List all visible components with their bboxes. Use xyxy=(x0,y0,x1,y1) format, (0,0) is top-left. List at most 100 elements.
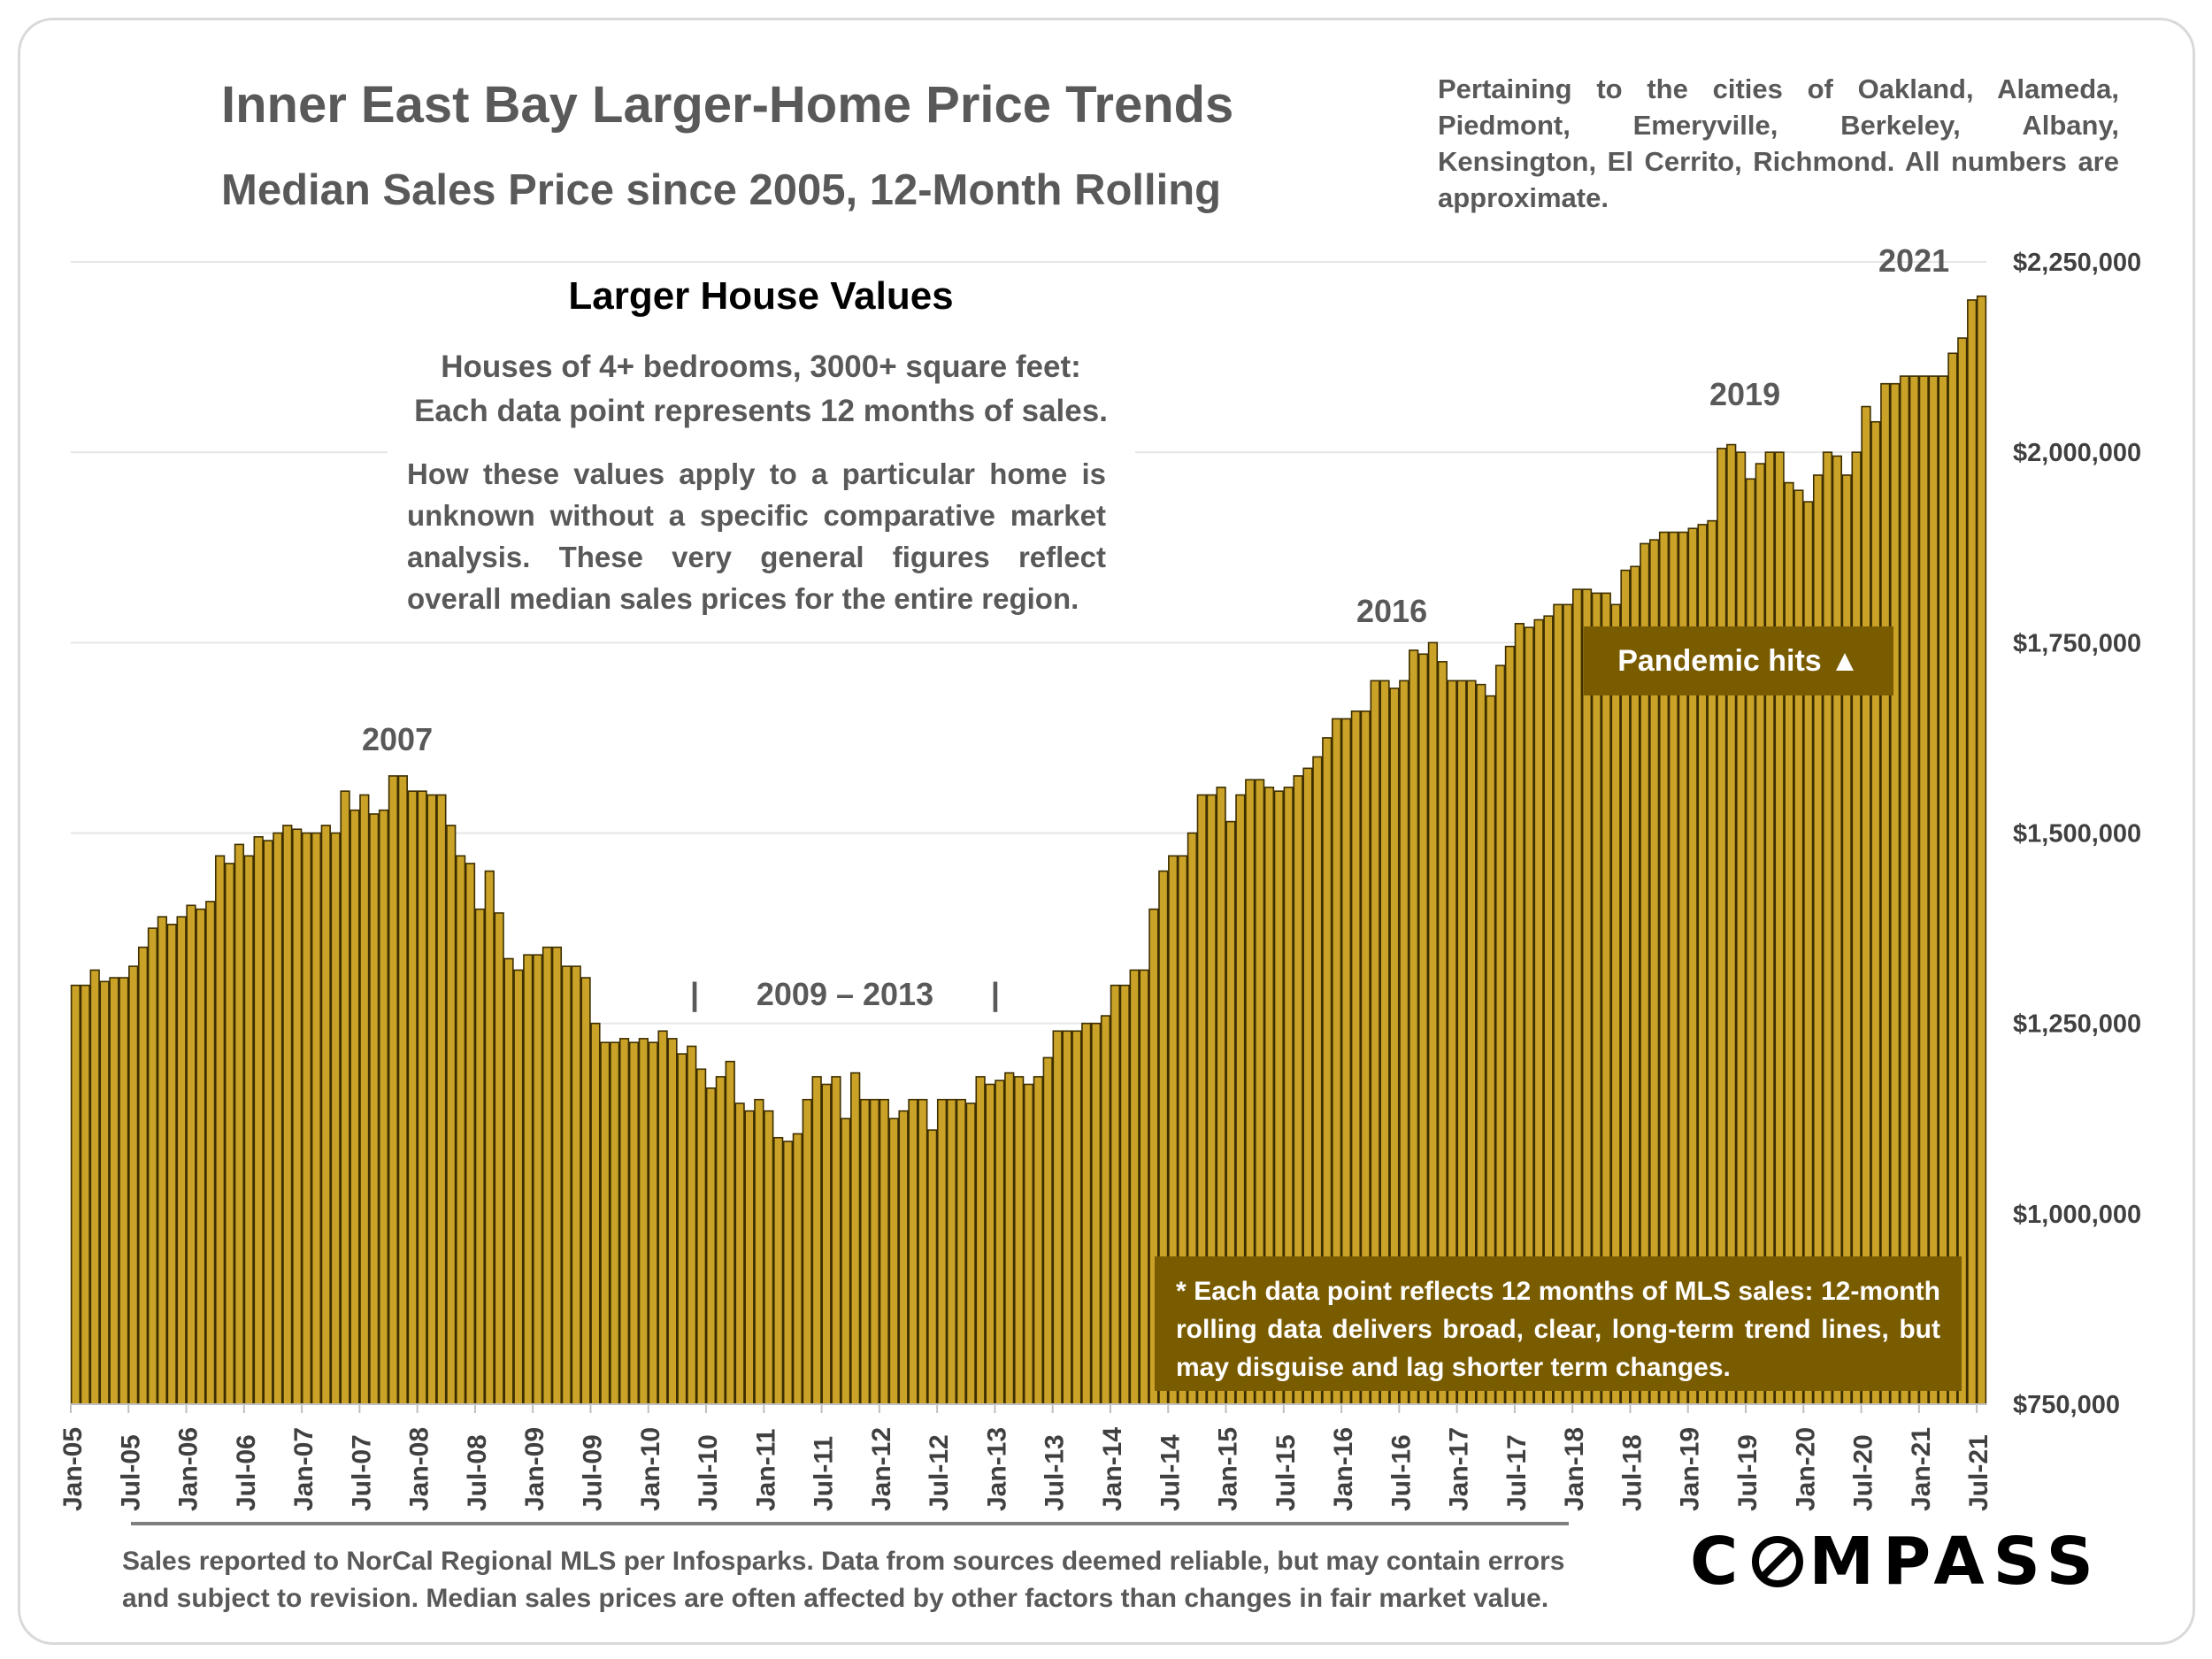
x-tick-label: Jan-20 xyxy=(1791,1427,1820,1511)
x-tick-label: Jan-14 xyxy=(1098,1427,1127,1511)
bar xyxy=(243,855,254,1405)
bar xyxy=(657,1030,668,1405)
bar xyxy=(1091,1022,1102,1405)
bar xyxy=(109,977,119,1405)
bar xyxy=(859,1098,871,1405)
y-tick-label: $750,000 xyxy=(2013,1391,2120,1419)
bar xyxy=(561,965,572,1405)
bar xyxy=(80,984,90,1405)
x-tick-label: Jul-18 xyxy=(1617,1434,1647,1511)
bar xyxy=(792,1133,803,1405)
bar xyxy=(936,1098,948,1405)
bar xyxy=(253,836,264,1405)
bar xyxy=(600,1041,611,1405)
x-tick-label: Jul-15 xyxy=(1271,1434,1301,1511)
info-box-background xyxy=(388,265,1135,619)
bar xyxy=(292,828,303,1405)
bar xyxy=(995,1079,1005,1405)
bar xyxy=(850,1071,861,1405)
bar xyxy=(147,927,158,1405)
bar xyxy=(224,863,235,1405)
bar xyxy=(330,832,341,1405)
x-tick-label: Jan-05 xyxy=(58,1427,88,1511)
bar xyxy=(648,1041,658,1405)
bar xyxy=(196,908,206,1405)
bar xyxy=(1957,337,1968,1405)
bar xyxy=(1918,375,1929,1405)
bar xyxy=(176,916,187,1405)
bar xyxy=(754,1098,764,1405)
bar xyxy=(772,1136,784,1405)
bar xyxy=(715,1076,726,1405)
bar xyxy=(388,775,399,1405)
x-tick-label: Jan-06 xyxy=(174,1427,204,1511)
x-tick-label: Jul-19 xyxy=(1733,1434,1763,1511)
x-tick-label: Jan-10 xyxy=(636,1427,665,1511)
bar xyxy=(119,977,129,1405)
bar xyxy=(734,1102,745,1405)
bar xyxy=(541,946,553,1405)
bar xyxy=(725,1060,735,1405)
bar xyxy=(705,1087,717,1405)
x-tick-label: Jan-21 xyxy=(1907,1427,1936,1511)
bar xyxy=(186,904,196,1405)
bar xyxy=(282,825,293,1405)
bar xyxy=(320,825,331,1405)
x-tick-label: Jul-16 xyxy=(1386,1434,1416,1511)
bar xyxy=(1081,1022,1092,1405)
bar xyxy=(551,946,563,1405)
bar xyxy=(571,965,581,1405)
x-tick-label: Jan-17 xyxy=(1445,1427,1474,1511)
bar xyxy=(975,1076,986,1405)
bar xyxy=(1004,1071,1015,1405)
x-tick-label: Jul-09 xyxy=(578,1434,607,1511)
bar xyxy=(618,1038,630,1405)
bar xyxy=(946,1098,957,1405)
bar xyxy=(1909,375,1920,1405)
bar xyxy=(831,1076,841,1405)
bar xyxy=(494,912,504,1405)
bar-series xyxy=(70,295,1987,1405)
bar xyxy=(1928,375,1939,1405)
annotation-2007: 2007 xyxy=(362,721,433,757)
logo-text-left: C xyxy=(1690,1524,1747,1600)
bar xyxy=(610,1041,620,1405)
x-tick-label: Jul-05 xyxy=(116,1434,145,1511)
range-bar-left: | xyxy=(690,976,700,1012)
annotation-2021: 2021 xyxy=(1878,242,1949,279)
x-tick-label: Jul-13 xyxy=(1041,1434,1070,1511)
y-tick-label: $2,000,000 xyxy=(2013,439,2141,467)
bar xyxy=(879,1098,889,1405)
compass-logo: C MPASS xyxy=(1690,1524,2102,1600)
bar xyxy=(782,1141,794,1405)
bar xyxy=(764,1110,774,1405)
x-tick-label: Jan-15 xyxy=(1214,1427,1243,1511)
bar xyxy=(89,969,100,1405)
bar xyxy=(340,790,350,1405)
chart-subtitle: Median Sales Price since 2005, 12-Month … xyxy=(221,166,1222,214)
bar xyxy=(1890,382,1901,1405)
bar xyxy=(1880,382,1891,1405)
x-tick-label: Jul-12 xyxy=(925,1434,954,1511)
bar xyxy=(802,1098,812,1405)
x-tick-label: Jan-08 xyxy=(405,1427,434,1511)
bar xyxy=(908,1098,918,1405)
bar xyxy=(898,1110,909,1405)
y-axis-ticks: $750,000 $1,000,000 $1,250,000 $1,500,000 $1… xyxy=(2013,249,2141,1419)
bar xyxy=(407,790,418,1405)
pandemic-label: Pandemic hits ▲ xyxy=(1584,626,1893,695)
bar xyxy=(821,1083,832,1405)
x-tick-label: Jan-19 xyxy=(1676,1427,1705,1511)
bar xyxy=(1899,375,1910,1405)
bar xyxy=(157,916,167,1405)
bar xyxy=(744,1110,755,1405)
x-tick-label: Jul-10 xyxy=(694,1434,723,1511)
bar xyxy=(533,954,543,1405)
x-axis xyxy=(70,1403,1986,1413)
bar xyxy=(474,908,486,1405)
bar xyxy=(695,1068,707,1405)
bar xyxy=(1129,969,1140,1405)
bar xyxy=(137,946,149,1405)
bar xyxy=(841,1118,851,1405)
bar xyxy=(965,1102,976,1405)
